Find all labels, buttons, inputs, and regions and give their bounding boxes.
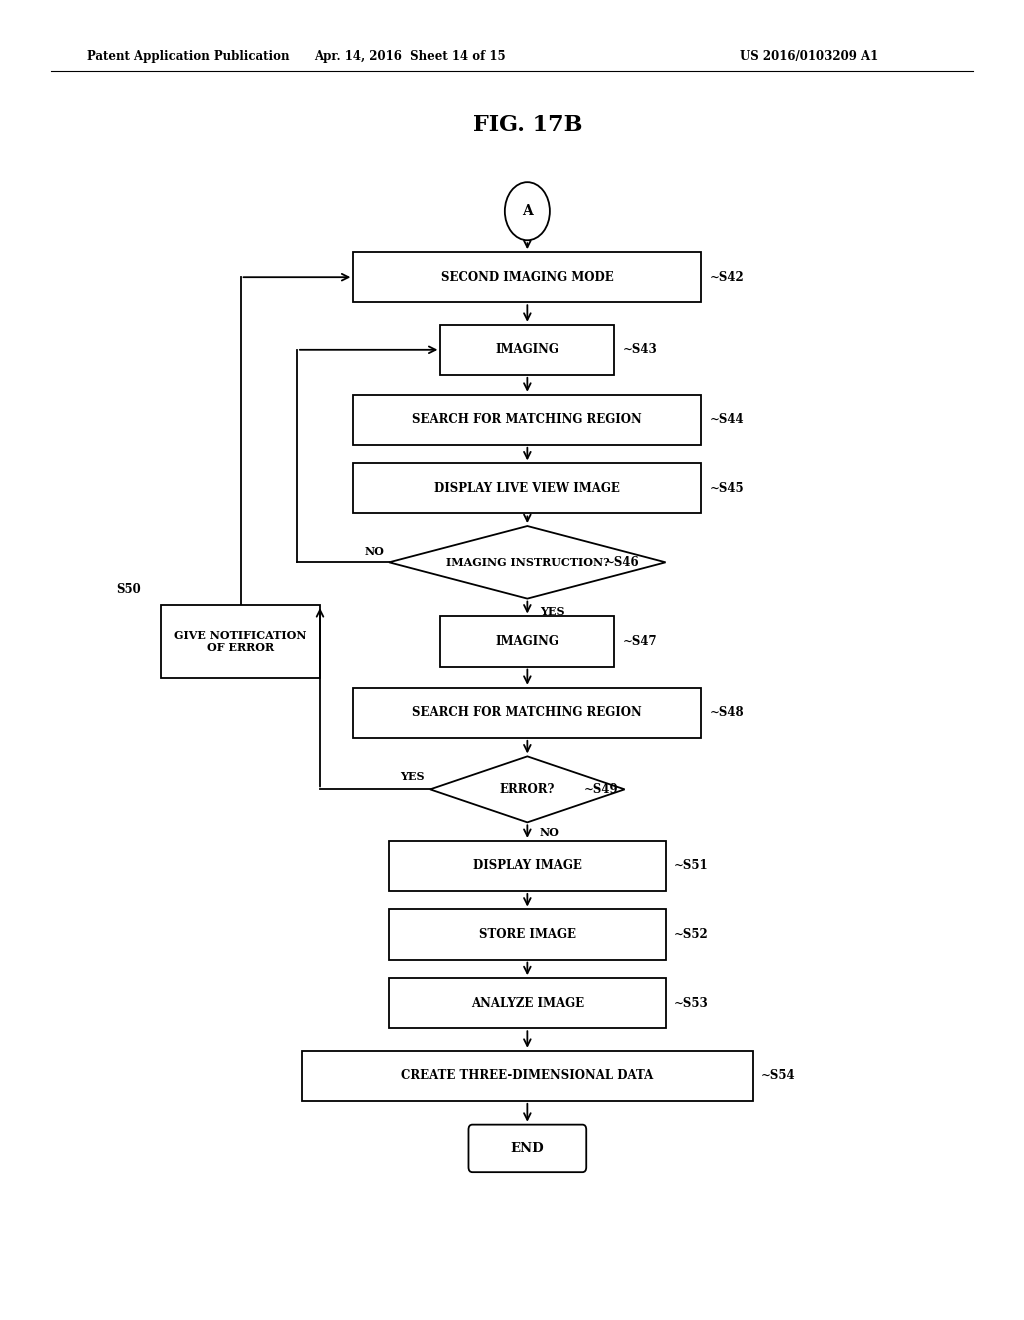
FancyBboxPatch shape [389, 841, 666, 891]
Text: Patent Application Publication: Patent Application Publication [87, 50, 290, 63]
Text: NO: NO [540, 828, 559, 838]
FancyBboxPatch shape [161, 605, 319, 678]
Text: ~S45: ~S45 [710, 482, 744, 495]
FancyBboxPatch shape [353, 252, 701, 302]
Text: IMAGING: IMAGING [496, 343, 559, 356]
Text: NO: NO [365, 546, 384, 557]
FancyBboxPatch shape [440, 325, 614, 375]
FancyBboxPatch shape [389, 978, 666, 1028]
Polygon shape [389, 527, 666, 599]
FancyBboxPatch shape [440, 616, 614, 667]
Text: Apr. 14, 2016  Sheet 14 of 15: Apr. 14, 2016 Sheet 14 of 15 [313, 50, 506, 63]
Text: A: A [522, 205, 532, 218]
Text: DISPLAY LIVE VIEW IMAGE: DISPLAY LIVE VIEW IMAGE [434, 482, 621, 495]
Text: ~S47: ~S47 [623, 635, 657, 648]
Polygon shape [430, 756, 625, 822]
Text: IMAGING: IMAGING [496, 635, 559, 648]
Text: ~S54: ~S54 [761, 1069, 796, 1082]
Text: US 2016/0103209 A1: US 2016/0103209 A1 [739, 50, 879, 63]
Text: GIVE NOTIFICATION
OF ERROR: GIVE NOTIFICATION OF ERROR [174, 630, 307, 653]
Text: SEARCH FOR MATCHING REGION: SEARCH FOR MATCHING REGION [413, 413, 642, 426]
Text: S50: S50 [116, 583, 140, 595]
Text: ERROR?: ERROR? [500, 783, 555, 796]
FancyBboxPatch shape [469, 1125, 586, 1172]
Text: ~S51: ~S51 [674, 859, 709, 873]
Text: CREATE THREE-DIMENSIONAL DATA: CREATE THREE-DIMENSIONAL DATA [401, 1069, 653, 1082]
Text: ~S49: ~S49 [584, 783, 618, 796]
Text: ~S48: ~S48 [710, 706, 744, 719]
Text: SECOND IMAGING MODE: SECOND IMAGING MODE [441, 271, 613, 284]
FancyBboxPatch shape [353, 688, 701, 738]
Text: ~S43: ~S43 [623, 343, 657, 356]
FancyBboxPatch shape [353, 395, 701, 445]
FancyBboxPatch shape [302, 1051, 753, 1101]
Text: YES: YES [400, 771, 425, 781]
Text: ~S42: ~S42 [710, 271, 744, 284]
FancyBboxPatch shape [389, 909, 666, 960]
Text: YES: YES [540, 606, 564, 618]
Text: END: END [511, 1142, 544, 1155]
Text: FIG. 17B: FIG. 17B [473, 115, 582, 136]
Circle shape [505, 182, 550, 240]
Text: ANALYZE IMAGE: ANALYZE IMAGE [471, 997, 584, 1010]
Text: DISPLAY IMAGE: DISPLAY IMAGE [473, 859, 582, 873]
Text: ~S53: ~S53 [674, 997, 709, 1010]
Text: ~S44: ~S44 [710, 413, 744, 426]
Text: IMAGING INSTRUCTION?: IMAGING INSTRUCTION? [445, 557, 609, 568]
Text: SEARCH FOR MATCHING REGION: SEARCH FOR MATCHING REGION [413, 706, 642, 719]
Text: ~S52: ~S52 [674, 928, 709, 941]
Text: STORE IMAGE: STORE IMAGE [479, 928, 575, 941]
FancyBboxPatch shape [353, 463, 701, 513]
Text: ~S46: ~S46 [604, 556, 639, 569]
